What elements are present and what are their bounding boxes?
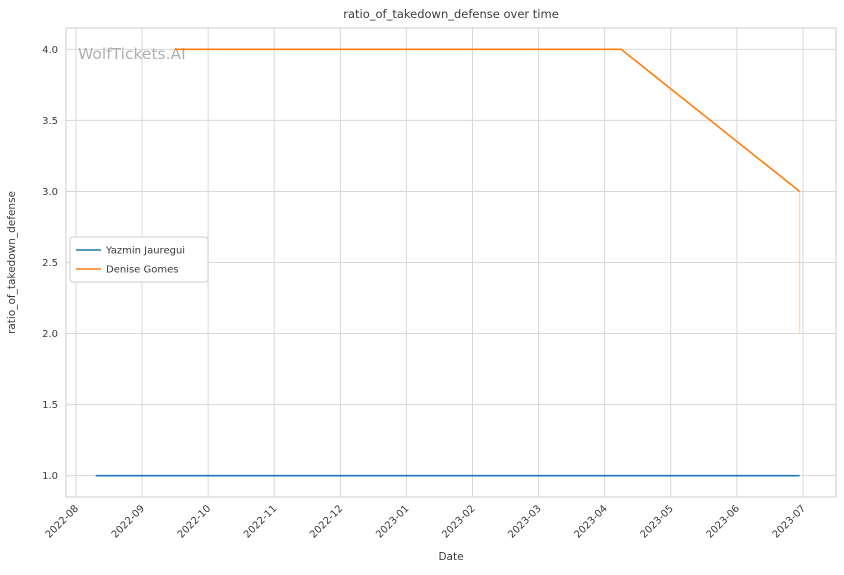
chart-title: ratio_of_takedown_defense over time xyxy=(343,7,559,21)
y-axis-label: ratio_of_takedown_defense xyxy=(6,191,18,334)
x-axis-label: Date xyxy=(438,551,463,563)
legend-label: Yazmin Jauregui xyxy=(105,246,185,257)
y-tick-label: 3.5 xyxy=(42,116,58,127)
watermark: WolfTickets.AI xyxy=(78,45,186,63)
plot-border xyxy=(65,27,837,498)
y-tick-label: 1.5 xyxy=(42,400,58,411)
y-tick-label: 3.0 xyxy=(42,187,58,198)
y-tick-label: 1.0 xyxy=(42,471,58,482)
y-tick-label: 4.0 xyxy=(42,45,58,56)
y-tick-label: 2.0 xyxy=(42,329,58,340)
legend-label: Denise Gomes xyxy=(106,265,178,276)
y-tick-label: 2.5 xyxy=(42,258,58,269)
legend xyxy=(69,236,209,283)
series-line-denise-gomes xyxy=(175,48,801,193)
